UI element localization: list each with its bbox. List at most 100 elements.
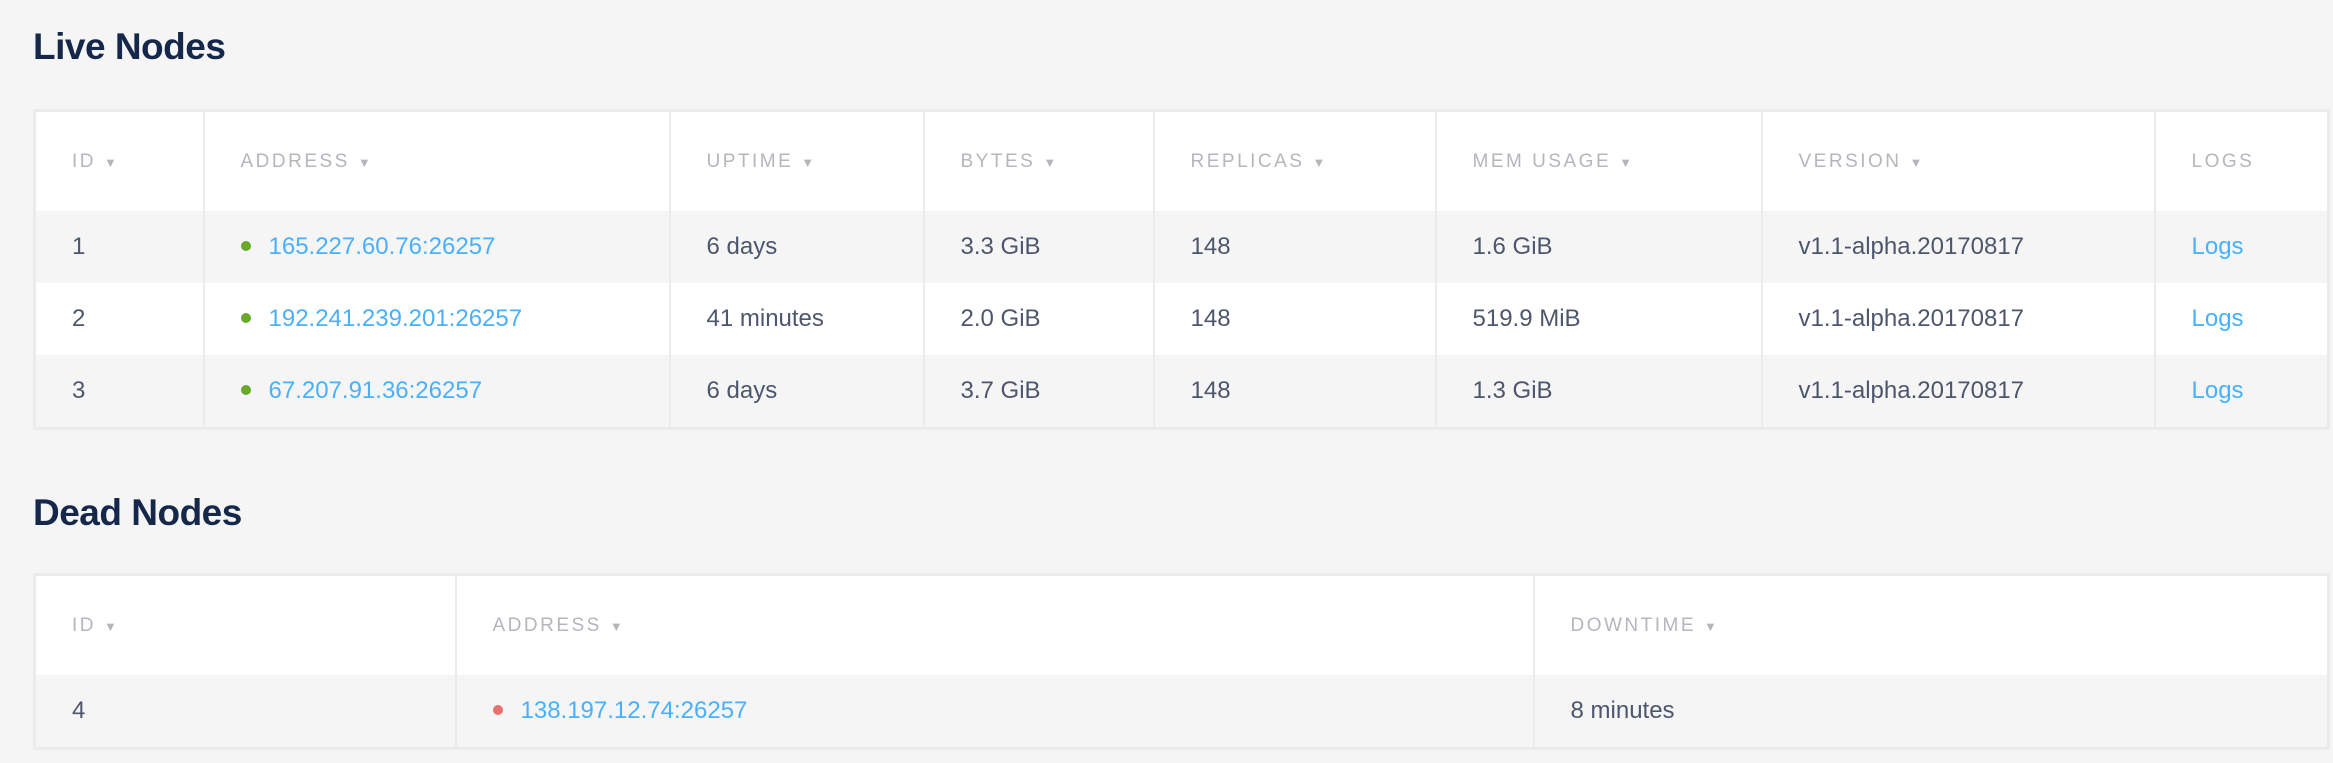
table-header-row: ID ▼ ADDRESS ▼ DOWNTIME ▼ xyxy=(34,574,2329,675)
cell-mem-usage-value: 519.9 MiB xyxy=(1472,305,1581,332)
cell-logs: Logs xyxy=(2153,355,2329,429)
cell-replicas: 148 xyxy=(1152,283,1436,355)
cell-mem-usage: 1.6 GiB xyxy=(1434,211,1762,283)
cell-id: 1 xyxy=(34,211,204,283)
sort-arrow-icon[interactable]: ▼ xyxy=(104,154,117,170)
cell-uptime: 6 days xyxy=(668,355,924,429)
cell-version-value: v1.1-alpha.20170817 xyxy=(1798,377,2025,404)
cell-id: 4 xyxy=(34,675,456,749)
live-nodes-table: ID ▼ ADDRESS ▼ UPTIME ▼ BYTES ▼ REPLICAS ▼ MEM USA… xyxy=(33,109,2330,430)
cell-logs: Logs xyxy=(2153,211,2329,283)
cell-address: 165.227.60.76:26257 xyxy=(202,211,670,283)
column-header-label: DOWNTIME xyxy=(1570,614,1697,636)
column-header-label: UPTIME xyxy=(706,150,794,172)
cell-uptime-value: 41 minutes xyxy=(706,305,824,332)
table-row: 1 165.227.60.76:26257 6 days 3.3 GiB 148 1.6 … xyxy=(34,211,2329,283)
live-nodes-title: Live Nodes xyxy=(33,26,226,67)
column-header-label: LOGS xyxy=(2191,150,2255,172)
cell-mem-usage: 519.9 MiB xyxy=(1434,283,1762,355)
cell-uptime: 6 days xyxy=(668,211,924,283)
column-header-label: REPLICAS xyxy=(1190,150,1305,172)
cell-version-value: v1.1-alpha.20170817 xyxy=(1798,305,2025,332)
cell-uptime: 41 minutes xyxy=(668,283,924,355)
cell-downtime: 8 minutes xyxy=(1532,675,2329,749)
column-header-label: ADDRESS xyxy=(240,150,350,172)
sort-arrow-icon[interactable]: ▼ xyxy=(1043,154,1057,170)
cell-logs: Logs xyxy=(2153,283,2329,355)
status-dot-icon xyxy=(240,312,251,323)
cell-id-value: 3 xyxy=(72,377,86,404)
column-header-label: MEM USAGE xyxy=(1472,150,1612,172)
cell-bytes-value: 3.3 GiB xyxy=(960,233,1041,260)
column-header-label: ID xyxy=(72,150,96,172)
cell-id-value: 1 xyxy=(72,233,86,260)
sort-arrow-icon[interactable]: ▼ xyxy=(609,618,623,634)
column-header-id[interactable]: ID ▼ xyxy=(34,574,456,675)
dead-nodes-table: ID ▼ ADDRESS ▼ DOWNTIME ▼ 4 138.197.12.74:2625… xyxy=(33,573,2330,750)
cell-downtime-value: 8 minutes xyxy=(1570,697,1675,724)
sort-arrow-icon[interactable]: ▼ xyxy=(1704,618,1717,634)
sort-arrow-icon[interactable]: ▼ xyxy=(357,154,371,170)
column-header-label: BYTES xyxy=(960,150,1036,172)
cell-mem-usage-value: 1.6 GiB xyxy=(1472,233,1553,260)
column-header-label: VERSION xyxy=(1798,150,1902,172)
status-dot-icon xyxy=(492,704,503,715)
table-row: 2 192.241.239.201:26257 41 minutes 2.0 GiB 1… xyxy=(34,283,2329,355)
cell-bytes: 2.0 GiB xyxy=(922,283,1154,355)
cell-mem-usage: 1.3 GiB xyxy=(1434,355,1762,429)
logs-link[interactable]: Logs xyxy=(2191,377,2244,404)
cell-replicas-value: 148 xyxy=(1190,305,1231,332)
column-header-label: ID xyxy=(72,614,96,636)
node-address-link[interactable]: 165.227.60.76:26257 xyxy=(268,233,496,260)
sort-arrow-icon[interactable]: ▼ xyxy=(1312,154,1326,170)
cell-address: 192.241.239.201:26257 xyxy=(202,283,670,355)
cell-mem-usage-value: 1.3 GiB xyxy=(1472,377,1553,404)
cell-bytes-value: 3.7 GiB xyxy=(960,377,1041,404)
column-header-address[interactable]: ADDRESS ▼ xyxy=(454,574,1534,675)
cell-bytes-value: 2.0 GiB xyxy=(960,305,1041,332)
column-header-address[interactable]: ADDRESS ▼ xyxy=(202,110,670,211)
cell-bytes: 3.3 GiB xyxy=(922,211,1154,283)
column-header-version[interactable]: VERSION ▼ xyxy=(1760,110,2155,211)
cell-address: 67.207.91.36:26257 xyxy=(202,355,670,429)
sort-arrow-icon[interactable]: ▼ xyxy=(104,618,117,634)
cell-replicas-value: 148 xyxy=(1190,233,1231,260)
column-header-bytes[interactable]: BYTES ▼ xyxy=(922,110,1154,211)
column-header-replicas[interactable]: REPLICAS ▼ xyxy=(1152,110,1436,211)
cell-id: 3 xyxy=(34,355,204,429)
logs-link[interactable]: Logs xyxy=(2191,233,2244,260)
cell-address: 138.197.12.74:26257 xyxy=(454,675,1534,749)
table-header-row: ID ▼ ADDRESS ▼ UPTIME ▼ BYTES ▼ REPLICAS ▼ MEM USA… xyxy=(34,110,2329,211)
cell-version-value: v1.1-alpha.20170817 xyxy=(1798,233,2025,260)
logs-link[interactable]: Logs xyxy=(2191,305,2244,332)
column-header-label: ADDRESS xyxy=(492,614,602,636)
cell-uptime-value: 6 days xyxy=(706,377,778,404)
sort-arrow-icon[interactable]: ▼ xyxy=(801,154,815,170)
cell-replicas: 148 xyxy=(1152,355,1436,429)
cell-replicas-value: 148 xyxy=(1190,377,1231,404)
status-dot-icon xyxy=(240,384,251,395)
node-address-link[interactable]: 67.207.91.36:26257 xyxy=(268,377,483,404)
node-address-link[interactable]: 138.197.12.74:26257 xyxy=(520,697,748,724)
column-header-logs: LOGS xyxy=(2153,110,2329,211)
table-row: 4 138.197.12.74:26257 8 minutes xyxy=(34,675,2329,749)
column-header-downtime[interactable]: DOWNTIME ▼ xyxy=(1532,574,2329,675)
sort-arrow-icon[interactable]: ▼ xyxy=(1619,154,1632,170)
column-header-uptime[interactable]: UPTIME ▼ xyxy=(668,110,924,211)
cell-version: v1.1-alpha.20170817 xyxy=(1760,283,2155,355)
column-header-mem-usage[interactable]: MEM USAGE ▼ xyxy=(1434,110,1762,211)
cell-uptime-value: 6 days xyxy=(706,233,778,260)
sort-arrow-icon[interactable]: ▼ xyxy=(1909,154,1923,170)
node-address-link[interactable]: 192.241.239.201:26257 xyxy=(268,305,523,332)
cell-version: v1.1-alpha.20170817 xyxy=(1760,211,2155,283)
status-dot-icon xyxy=(240,240,251,251)
column-header-id[interactable]: ID ▼ xyxy=(34,110,204,211)
cell-id-value: 4 xyxy=(72,697,86,724)
cell-id: 2 xyxy=(34,283,204,355)
dead-nodes-title: Dead Nodes xyxy=(33,492,242,533)
cell-id-value: 2 xyxy=(72,305,86,332)
cell-bytes: 3.7 GiB xyxy=(922,355,1154,429)
cell-version: v1.1-alpha.20170817 xyxy=(1760,355,2155,429)
table-row: 3 67.207.91.36:26257 6 days 3.7 GiB 148 1.3 G… xyxy=(34,355,2329,429)
cell-replicas: 148 xyxy=(1152,211,1436,283)
